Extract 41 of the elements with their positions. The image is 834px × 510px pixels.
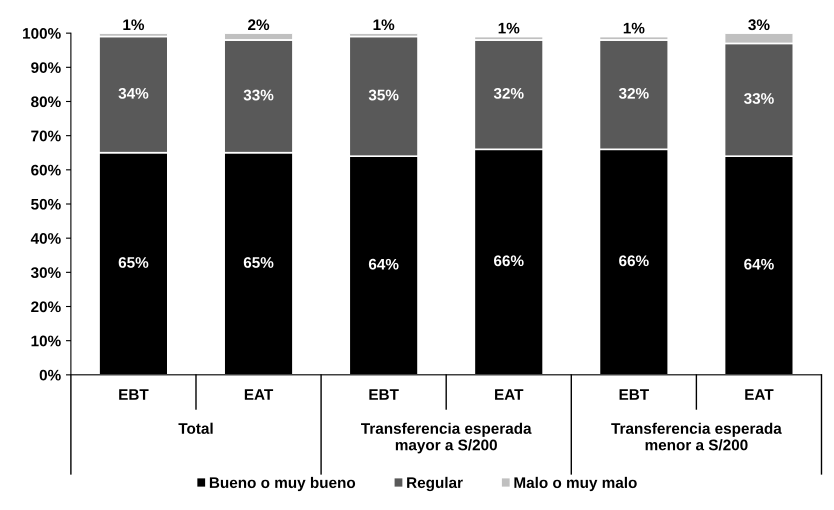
legend-label: Malo o muy malo	[514, 476, 637, 492]
data-label: 2%	[248, 19, 270, 30]
y-tick-label: 0%	[40, 370, 61, 381]
data-label: 33%	[244, 90, 274, 100]
y-tick-label: 40%	[30, 233, 61, 244]
y-tick-label: 30%	[30, 267, 61, 278]
data-label: 1%	[624, 22, 644, 34]
data-label: 34%	[118, 88, 148, 99]
data-label: 32%	[618, 88, 649, 99]
x-tick-label: EBT	[620, 389, 649, 400]
y-tick-label: 80%	[31, 96, 61, 108]
text: Total	[178, 422, 213, 434]
data-label: 1%	[374, 19, 394, 30]
data-label: 64%	[744, 258, 774, 270]
text: Transferencia esperada menor a S/200	[611, 422, 782, 451]
data-label: 3%	[748, 19, 770, 30]
y-tick-label: 60%	[31, 164, 61, 176]
legend-label: Bueno o muy bueno	[210, 476, 356, 492]
x-tick-label: EAT	[244, 389, 274, 400]
text: Transferencia esperada mayor a S/200	[361, 422, 532, 454]
y-tick-label: 100%	[23, 28, 61, 39]
data-label: 1%	[123, 19, 144, 30]
x-tick-label: EAT	[745, 389, 774, 400]
x-tick-label: EBT	[369, 389, 399, 400]
data-label: 32%	[494, 88, 524, 99]
y-tick-label: 10%	[32, 336, 61, 346]
y-tick-label: 20%	[31, 301, 61, 312]
data-label: 65%	[244, 257, 274, 268]
data-label: 66%	[619, 255, 649, 266]
data-label: 1%	[498, 22, 520, 34]
y-tick-label: 90%	[31, 62, 61, 74]
x-tick-label: EAT	[495, 389, 524, 400]
x-tick-label: EBT	[119, 389, 149, 400]
data-label: 35%	[368, 90, 399, 100]
y-tick-label: 70%	[31, 130, 61, 142]
data-label: 33%	[744, 93, 774, 104]
y-tick-label: 50%	[31, 198, 61, 210]
legend-label: Regular	[407, 476, 463, 492]
data-label: 65%	[118, 257, 148, 268]
data-label: 66%	[494, 255, 524, 266]
data-label: 64%	[368, 258, 399, 270]
